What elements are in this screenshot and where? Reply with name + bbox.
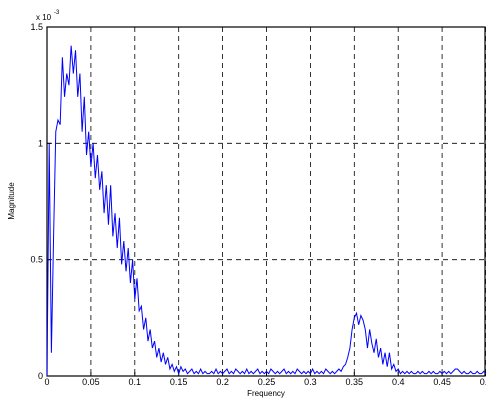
x-tick-label: 0.15 xyxy=(170,377,188,387)
x-tick-label: 0 xyxy=(44,377,49,387)
y-exponent-power: -3 xyxy=(54,10,60,16)
x-tick-label: 0.2 xyxy=(216,377,229,387)
x-tick-label: 0.4 xyxy=(392,377,405,387)
x-tick-label: 0.3 xyxy=(304,377,317,387)
y-axis-label: Magnitude xyxy=(7,182,16,220)
x-tick-label: 0.05 xyxy=(82,377,100,387)
y-tick-label: 1 xyxy=(38,138,43,148)
x-tick-label: 0.1 xyxy=(129,377,142,387)
y-tick-label: 0 xyxy=(38,371,43,381)
plot-frame xyxy=(46,26,486,377)
x-tick-label: 0.5 xyxy=(480,377,486,387)
x-tick-label: 0.25 xyxy=(258,377,276,387)
x-tick-label: 0.35 xyxy=(346,377,364,387)
y-tick-label: 0.5 xyxy=(30,255,43,265)
y-tick-label: 1.5 xyxy=(30,22,43,32)
data-line xyxy=(46,45,486,377)
x-tick-label: 0.45 xyxy=(433,377,451,387)
x-axis-label: Frequency xyxy=(247,389,285,398)
y-exponent-base: x 10 xyxy=(36,13,52,22)
